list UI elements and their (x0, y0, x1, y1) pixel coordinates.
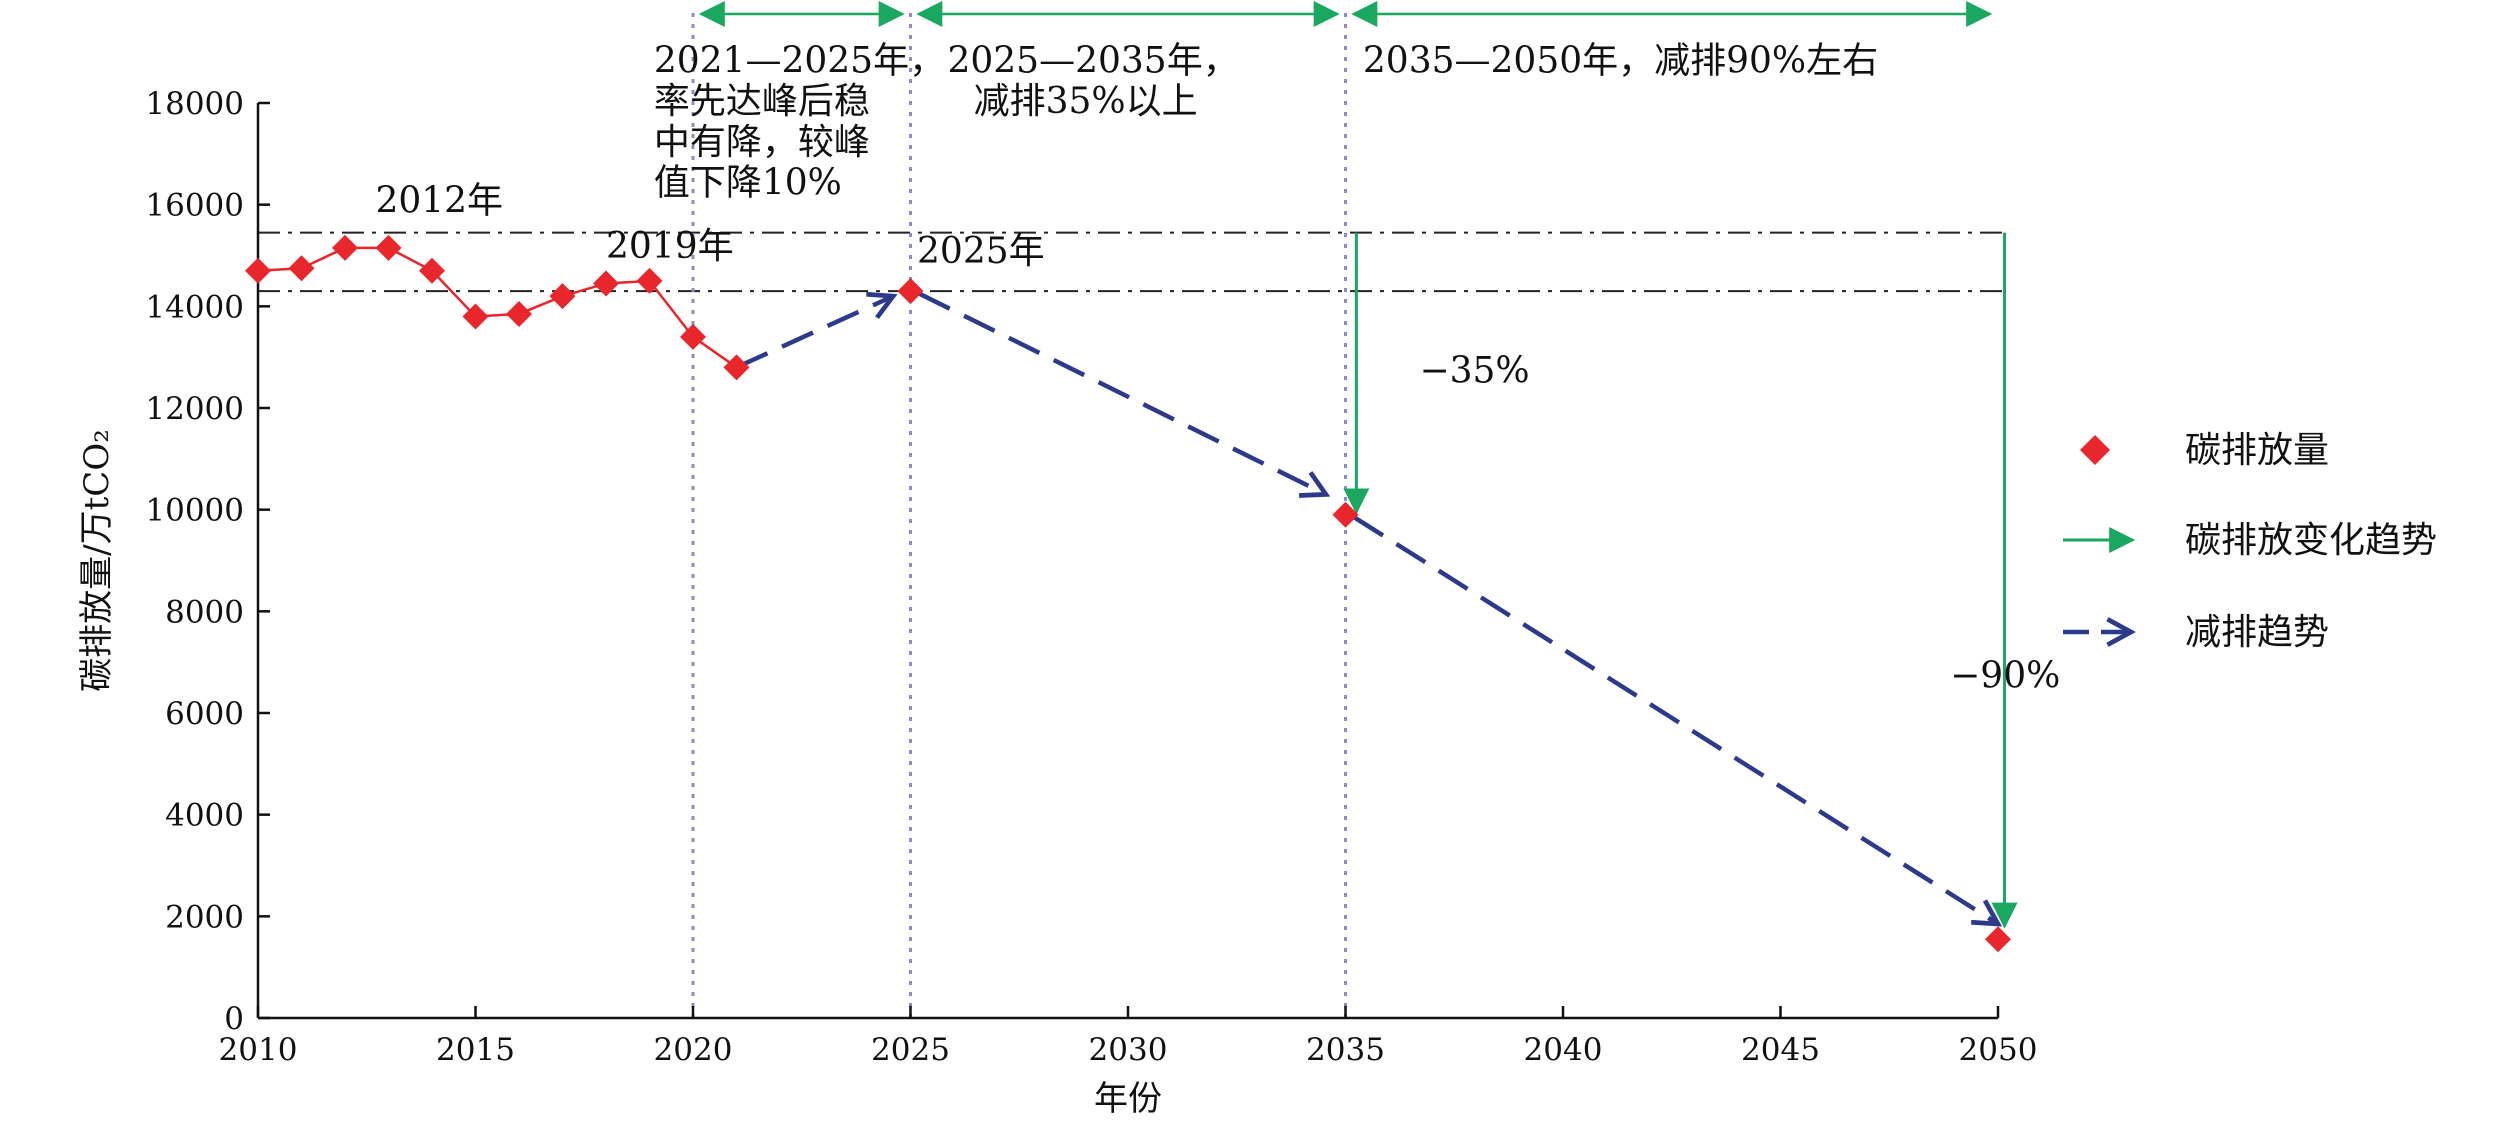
x-tick-label: 2020 (654, 1032, 733, 1068)
x-tick-label: 2040 (1524, 1032, 1603, 1068)
emission-point (419, 257, 445, 284)
annotation-text: −90% (1950, 656, 2060, 697)
annotation-text: 2012年 (375, 180, 503, 221)
annotation-text: 减排35%以上 (974, 81, 1198, 122)
emission-point (680, 323, 706, 350)
x-tick-label: 2015 (436, 1032, 515, 1068)
x-tick-label: 2010 (219, 1032, 298, 1068)
y-tick-label: 0 (224, 1001, 244, 1037)
emission-point (462, 303, 489, 330)
emission-point (593, 270, 619, 297)
series-lines (257, 0, 2018, 929)
emission-point (723, 354, 750, 381)
y-tick-label: 18000 (145, 86, 244, 122)
x-tick-label: 2035 (1306, 1032, 1385, 1068)
legend-label-emission: 碳排放量 (2185, 430, 2329, 471)
annotation-text: 值下降10% (654, 163, 842, 204)
y-axis-title: 碳排放量/万tCO₂ (77, 429, 117, 692)
annotation-text: 2025—2035年， (947, 41, 1238, 82)
emission-point (897, 278, 924, 305)
y-tick-label: 6000 (165, 696, 244, 732)
x-tick-label: 2045 (1741, 1032, 1820, 1068)
annotation-text: 2019年 (606, 226, 734, 267)
emission-point (636, 267, 663, 294)
annotation-text: 中有降，较峰 (654, 122, 870, 163)
annotation-text: 2035—2050年，减排90%左右 (1363, 41, 1878, 82)
x-tick-label: 2030 (1089, 1032, 1168, 1068)
emission-point (1332, 501, 1359, 528)
y-tick-label: 4000 (165, 798, 244, 834)
reduction-trend-arrow (735, 296, 894, 370)
annotation-text: −35% (1419, 351, 1529, 392)
x-axis-title: 年份 (1094, 1079, 1162, 1119)
legend-label-change: 碳排放变化趋势 (2185, 520, 2437, 561)
x-tick-label: 2025 (871, 1032, 950, 1068)
emission-point (245, 257, 271, 284)
annotations: 2012年 2019年 2025年 −35% −90% 2021—2025年，率先达峰后稳… (375, 41, 2060, 697)
emission-point (288, 255, 315, 282)
legend-label-trend: 减排趋势 (2185, 612, 2329, 653)
y-tick-label: 14000 (145, 289, 244, 325)
y-tick-label: 8000 (165, 594, 244, 630)
y-tick-label: 12000 (145, 391, 244, 427)
emission-point (332, 234, 358, 261)
y-tick-label: 10000 (145, 493, 244, 529)
emission-point (375, 234, 402, 261)
annotation-text: 2021—2025年， (654, 41, 945, 82)
emission-point (549, 283, 576, 310)
y-tick-label: 16000 (145, 188, 244, 224)
series-markers (245, 234, 2011, 953)
reference-lines (258, 12, 2005, 1018)
emission-point (1985, 926, 2011, 953)
reduction-trend-arrow (1352, 515, 1998, 924)
emission-point (506, 300, 532, 327)
annotation-text: 2025年 (917, 231, 1045, 272)
axes: 2010 2015 2020 2025 2030 2035 2040 2045 2050 0 200… (77, 86, 2037, 1119)
legend-marker-emission (2080, 435, 2110, 465)
y-tick-label: 2000 (165, 899, 244, 935)
annotation-text: 率先达峰后稳 (654, 81, 870, 122)
reduction-trend-arrow (918, 291, 1326, 495)
x-tick-label: 2050 (1959, 1032, 2038, 1068)
